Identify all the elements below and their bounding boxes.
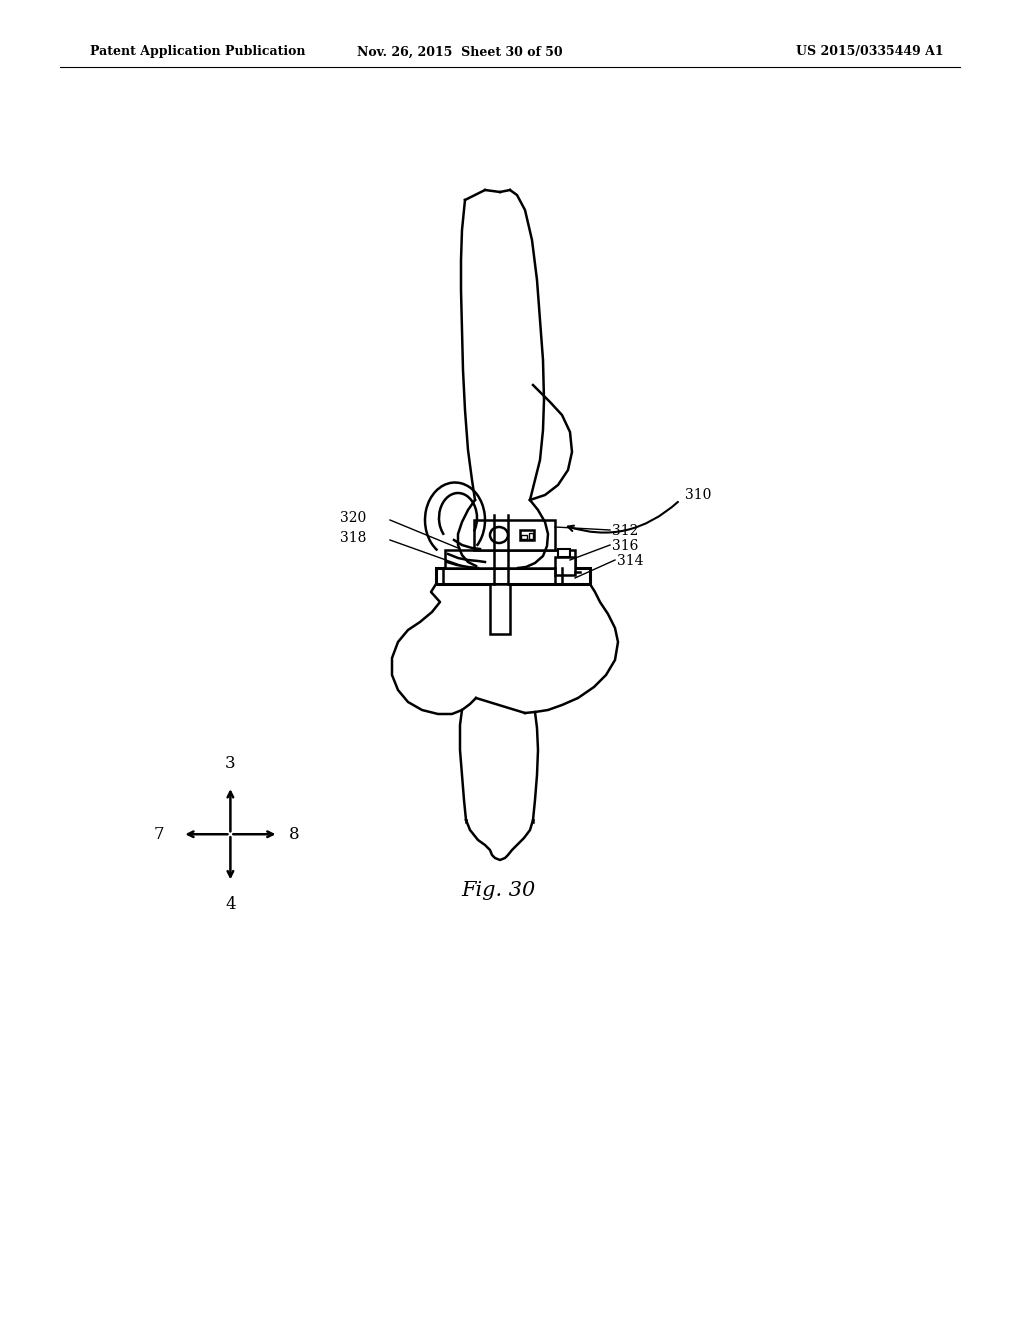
Ellipse shape	[490, 527, 508, 543]
Bar	[529, 533, 534, 539]
Text: 8: 8	[289, 826, 299, 842]
Text: 4: 4	[225, 896, 236, 913]
Bar	[520, 531, 534, 540]
Text: Fig. 30: Fig. 30	[461, 880, 536, 899]
Bar	[558, 549, 570, 557]
Bar	[521, 535, 527, 539]
Bar	[555, 557, 575, 576]
Text: US 2015/0335449 A1: US 2015/0335449 A1	[797, 45, 944, 58]
Text: 3: 3	[225, 755, 236, 772]
Bar	[436, 568, 590, 583]
Text: 316: 316	[612, 539, 638, 553]
Text: 318: 318	[340, 531, 367, 545]
Text: 7: 7	[154, 826, 165, 842]
Text: 320: 320	[340, 511, 367, 525]
Bar	[490, 583, 510, 634]
Text: 314: 314	[617, 554, 643, 568]
Text: 312: 312	[612, 524, 638, 539]
Text: Nov. 26, 2015  Sheet 30 of 50: Nov. 26, 2015 Sheet 30 of 50	[357, 45, 563, 58]
Bar	[474, 520, 555, 550]
Bar	[445, 550, 575, 568]
Text: Patent Application Publication: Patent Application Publication	[90, 45, 305, 58]
Text: 310: 310	[685, 488, 712, 502]
